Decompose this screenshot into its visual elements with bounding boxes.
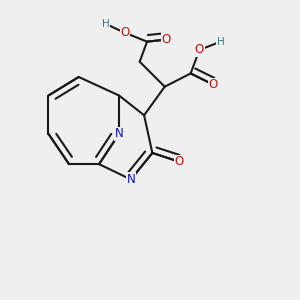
- Text: N: N: [115, 127, 124, 140]
- Text: O: O: [195, 44, 204, 56]
- Text: O: O: [175, 155, 184, 168]
- Text: N: N: [127, 173, 135, 186]
- Text: O: O: [209, 78, 218, 91]
- Text: O: O: [120, 26, 130, 39]
- Text: O: O: [162, 33, 171, 46]
- Text: H: H: [217, 37, 224, 46]
- Text: H: H: [102, 19, 110, 29]
